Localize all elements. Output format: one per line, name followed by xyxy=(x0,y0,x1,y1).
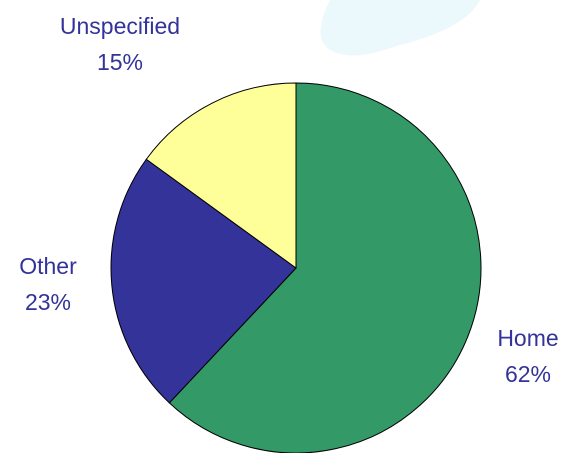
pie-slice xyxy=(145,82,297,269)
background-cloud xyxy=(320,0,480,56)
slice-category-label: Unspecified xyxy=(60,13,180,39)
slice-value-label: 15% xyxy=(97,49,143,75)
slice-category-label: Home xyxy=(497,325,558,351)
slice-category-label: Other xyxy=(19,253,77,279)
pie-slice xyxy=(168,82,482,453)
pie-labels: Home 62% Other 23% Unspecified 15% xyxy=(19,13,558,387)
slice-value-label: 62% xyxy=(505,361,551,387)
pie xyxy=(110,82,482,453)
pie-slice xyxy=(110,158,297,404)
slice-value-label: 23% xyxy=(25,289,71,315)
